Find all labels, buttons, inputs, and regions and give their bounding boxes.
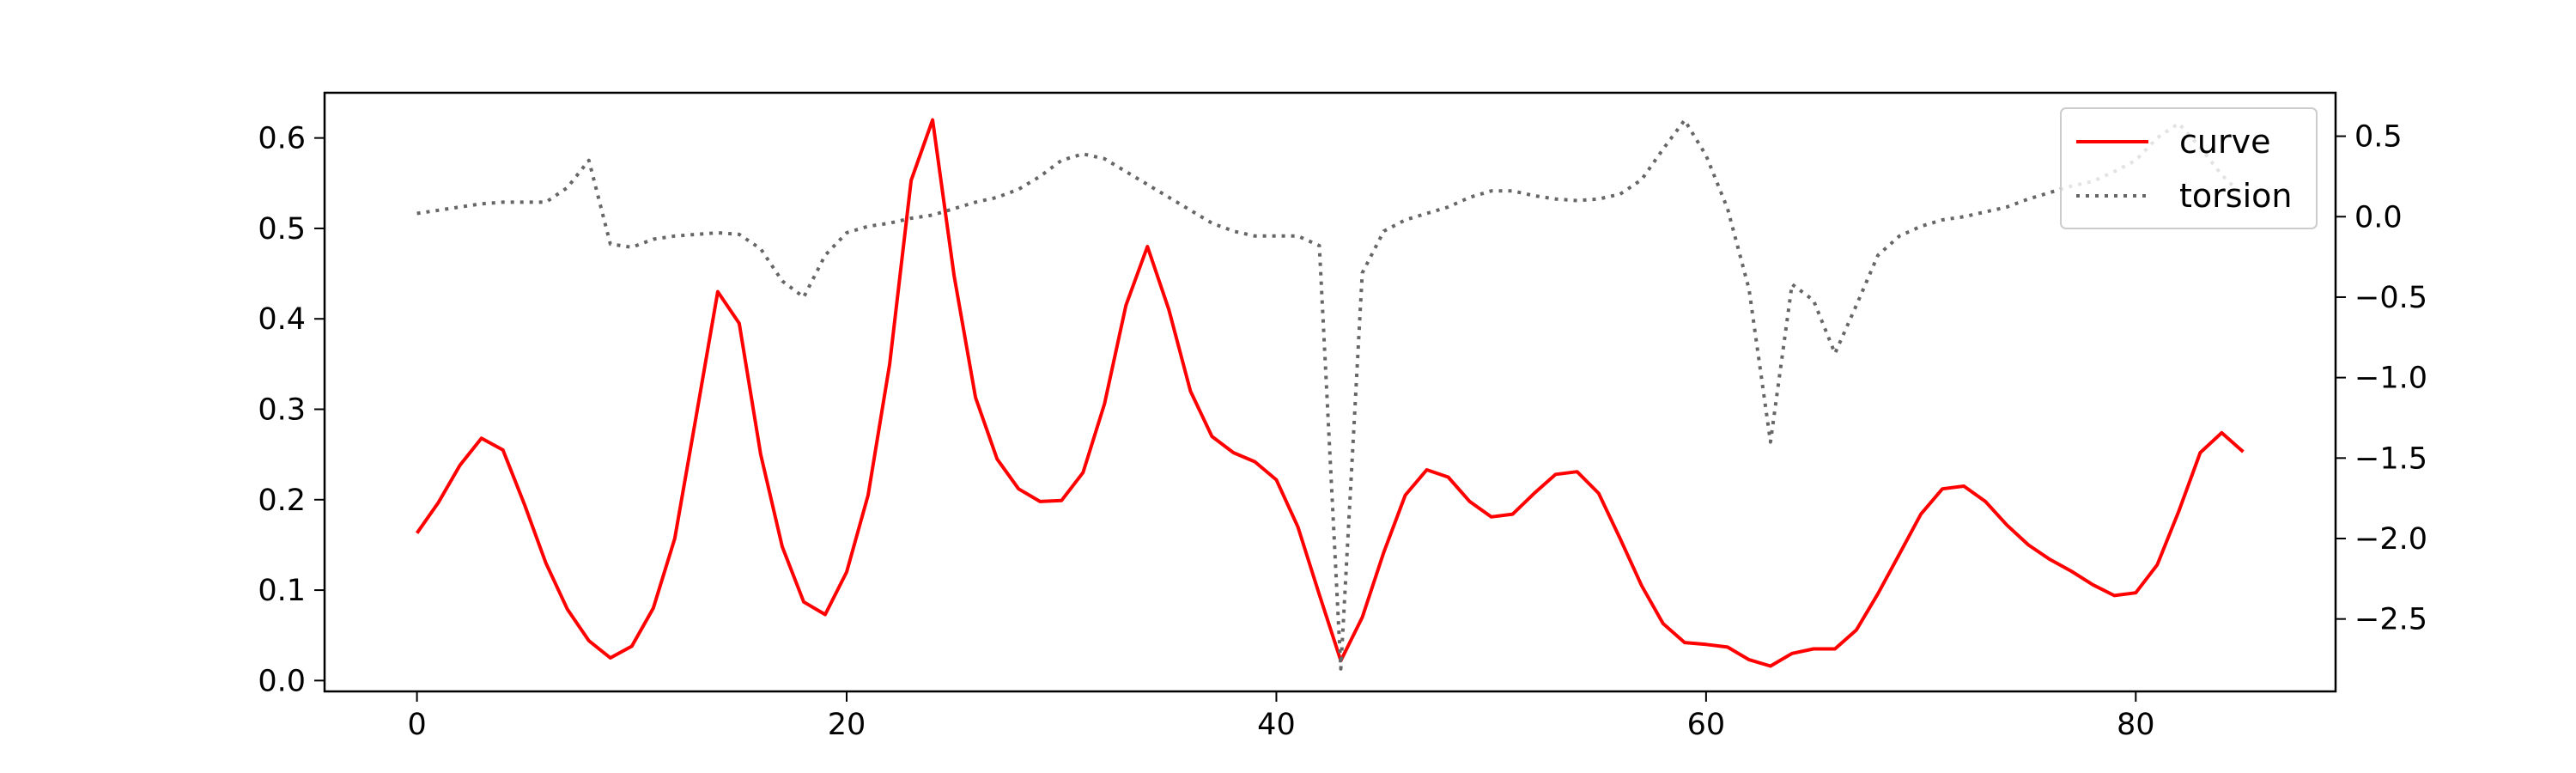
legend-label-torsion: torsion bbox=[2179, 177, 2292, 215]
series-layer bbox=[415, 118, 2245, 671]
y-tick-label: 0.4 bbox=[258, 302, 306, 337]
y2-tick-label: 0.5 bbox=[2354, 120, 2403, 155]
legend: curve torsion bbox=[2060, 107, 2318, 229]
plot-area-frame bbox=[323, 91, 2337, 693]
series-line-torsion bbox=[416, 118, 2245, 671]
y2-tick-label: −2.0 bbox=[2354, 522, 2427, 557]
y-tick-label: 0.3 bbox=[258, 393, 306, 428]
legend-label-curve: curve bbox=[2179, 123, 2270, 161]
y2-tick-label: −1.5 bbox=[2354, 441, 2427, 476]
y-tick-label: 0.2 bbox=[258, 484, 306, 518]
y-tick-label: 0.1 bbox=[258, 574, 306, 608]
y-tick-label: 0.6 bbox=[258, 122, 306, 156]
y2-tick-label: −2.5 bbox=[2354, 603, 2427, 637]
y-tick-label: 0.0 bbox=[258, 664, 306, 698]
y2-tick-label: −0.5 bbox=[2354, 281, 2427, 315]
x-tick-label: 20 bbox=[828, 708, 866, 742]
x-tick-label: 60 bbox=[1687, 708, 1726, 742]
x-tick-label: 80 bbox=[2117, 708, 2155, 742]
x-tick-label: 0 bbox=[407, 708, 426, 742]
series-line-curve bbox=[415, 118, 2245, 668]
x-tick-label: 40 bbox=[1257, 708, 1296, 742]
y2-tick-label: 0.0 bbox=[2354, 200, 2403, 234]
ticks-layer: 0 20 40 60 80 0.0 0.1 0.2 0.3 0.4 0.5 0.6 0.5 0.0 −0.5… bbox=[258, 120, 2427, 742]
y2-tick-label: −1.0 bbox=[2354, 362, 2427, 396]
y-tick-label: 0.5 bbox=[258, 212, 306, 247]
legend-box bbox=[2060, 107, 2318, 229]
